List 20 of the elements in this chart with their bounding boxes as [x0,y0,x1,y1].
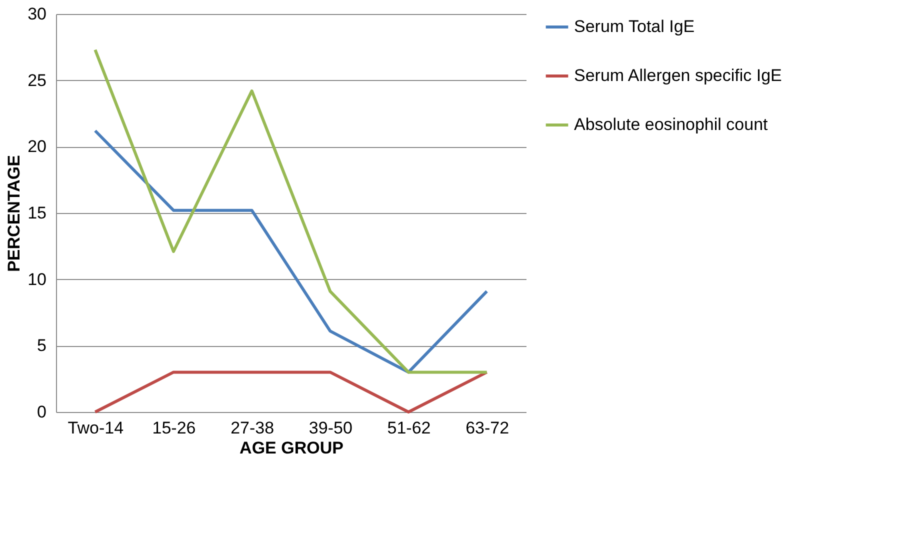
line-series [94,129,488,374]
x-tick-label: 51-62 [387,418,431,438]
x-tick-label: 39-50 [308,418,352,438]
legend-label: Serum Allergen specific IgE [574,66,782,85]
y-tick-label: 15 [28,204,46,222]
y-tick-label: 25 [28,70,46,90]
x-tick-label: Two-14 [68,418,124,438]
y-tick-label: 0 [37,402,46,422]
legend-label: Absolute eosinophil count [574,115,768,134]
y-tick-label: 20 [28,137,46,156]
x-axis-title: AGE GROUP [240,438,344,458]
line-series [94,48,488,374]
x-tick-label: 27-38 [230,418,274,438]
x-tick-label: 63-72 [466,418,510,438]
x-tick-label: 15-26 [152,418,196,438]
y-tick-label: 10 [28,270,46,289]
y-axis-title: PERCENTAGE [4,155,24,272]
legend-label: Serum Total IgE [574,17,695,36]
y-tick-label: 30 [28,4,46,24]
y-tick-label: 5 [37,336,46,356]
